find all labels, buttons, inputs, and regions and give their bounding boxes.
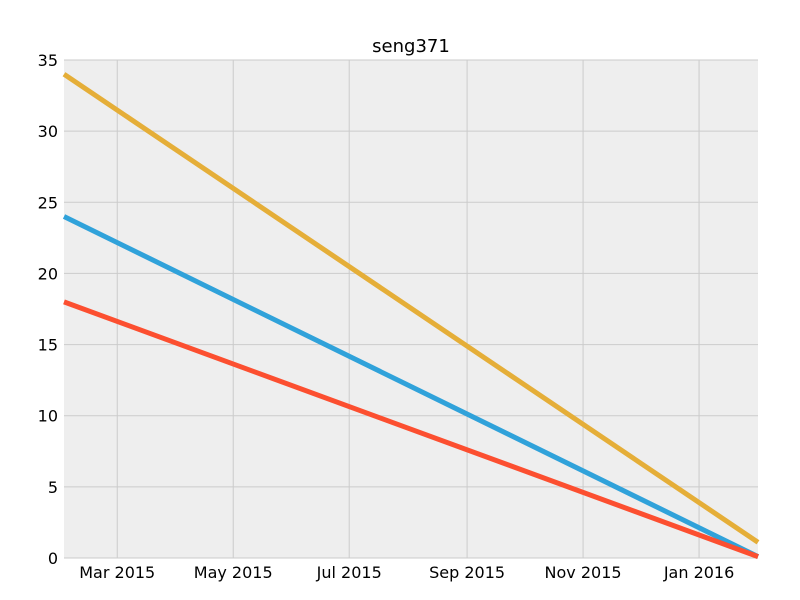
y-tick-label: 20 xyxy=(38,264,58,283)
series-blue-line xyxy=(62,214,760,559)
x-tick-label: Jul 2015 xyxy=(316,563,382,582)
series-lines xyxy=(62,72,760,559)
series-red-line xyxy=(63,299,759,559)
x-tick-label: Nov 2015 xyxy=(545,563,622,582)
x-tick-label: May 2015 xyxy=(194,563,273,582)
series-yellow-line xyxy=(62,72,760,545)
gridlines xyxy=(64,59,758,559)
y-tick-label: 25 xyxy=(38,193,58,212)
y-axis-ticks: 0 5 10 15 20 25 30 35 xyxy=(38,51,58,568)
x-axis-ticks: Mar 2015 May 2015 Jul 2015 Sep 2015 Nov 2015… xyxy=(79,563,734,582)
y-tick-label: 30 xyxy=(38,122,58,141)
x-tick-label: Mar 2015 xyxy=(79,563,155,582)
y-tick-label: 15 xyxy=(38,336,58,355)
y-tick-label: 10 xyxy=(38,407,58,426)
y-tick-label: 35 xyxy=(38,51,58,70)
y-tick-label: 0 xyxy=(48,549,58,568)
y-tick-label: 5 xyxy=(48,478,58,497)
x-tick-label: Jan 2016 xyxy=(663,563,734,582)
chart-title: seng371 xyxy=(372,36,450,57)
x-tick-label: Sep 2015 xyxy=(429,563,505,582)
